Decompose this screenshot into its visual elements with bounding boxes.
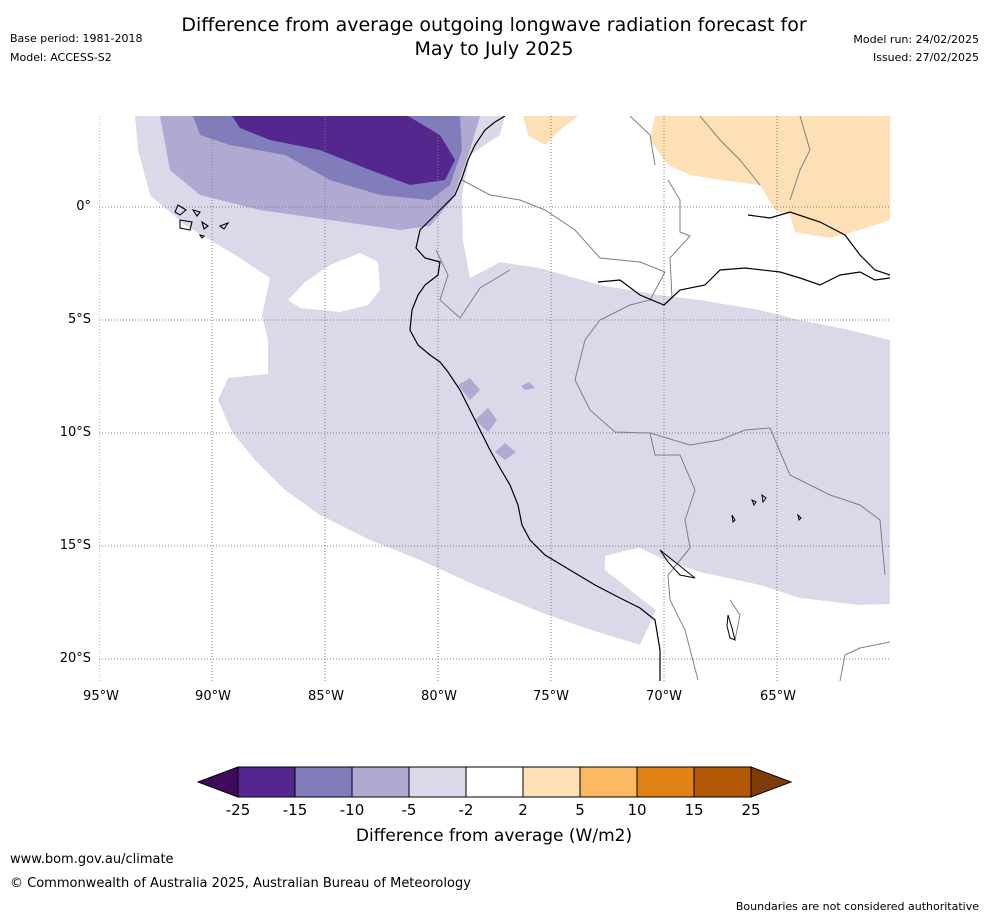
positive-patch-2 [650, 116, 890, 238]
colorbar-segment-6 [522, 766, 581, 798]
lon-label-70w: 70°W [646, 689, 682, 704]
lon-label-85w: 85°W [308, 689, 344, 704]
lon-label-75w: 75°W [533, 689, 569, 704]
country-borders [435, 116, 890, 681]
issued-date: Issued: 27/02/2025 [872, 51, 979, 64]
lon-label-65w: 65°W [760, 689, 796, 704]
colorbar-segment-7 [579, 766, 638, 798]
speck-4 [521, 382, 535, 390]
inland-features [659, 493, 802, 641]
colorbar-segment-9 [693, 766, 752, 798]
map-fields [99, 116, 890, 681]
anomaly-region-darkest [232, 116, 455, 185]
lat-label-0: 0° [76, 199, 91, 214]
disclaimer: Boundaries are not considered authoritat… [735, 900, 979, 913]
positive-patch-1 [523, 116, 578, 145]
coastline-north-2 [747, 211, 890, 276]
cb-tick-4: -5 [401, 801, 417, 819]
cb-tick-2: -15 [282, 801, 308, 819]
cb-tick-6: 2 [518, 801, 528, 819]
colorbar-extend-low [196, 766, 239, 798]
colorbar-segment-2 [294, 766, 353, 798]
anomaly-region-light [135, 116, 890, 645]
coastline-north [597, 267, 890, 306]
neutral-patch [288, 253, 380, 312]
cb-tick-7: 5 [575, 801, 585, 819]
galapagos-islands [174, 204, 230, 239]
model-run: Model run: 24/02/2025 [853, 33, 979, 46]
colorbar-segment-4 [408, 766, 467, 798]
colorbar [196, 766, 793, 798]
lat-label-5s: 5°S [67, 312, 91, 327]
lon-label-90w: 90°W [195, 689, 231, 704]
cb-tick-9: 15 [684, 801, 704, 819]
coastline-west [409, 116, 661, 681]
cb-tick-1: -25 [225, 801, 251, 819]
colorbar-title: Difference from average (W/m2) [355, 826, 633, 846]
title-line-2: May to July 2025 [414, 38, 574, 60]
base-period: Base period: 1981-2018 [10, 32, 143, 45]
speck-2 [475, 408, 497, 432]
speck-3 [495, 443, 516, 460]
cb-tick-3: -10 [339, 801, 365, 819]
cb-tick-5: -2 [458, 801, 474, 819]
lon-label-80w: 80°W [421, 689, 457, 704]
colorbar-extend-high [750, 766, 793, 798]
title-line-1: Difference from average outgoing longwav… [181, 14, 807, 36]
lon-label-95w: 95°W [83, 689, 119, 704]
lat-label-10s: 10°S [59, 425, 91, 440]
cb-tick-8: 10 [627, 801, 647, 819]
map-title: Difference from average outgoing longwav… [0, 13, 988, 61]
colorbar-segment-1 [237, 766, 296, 798]
lat-label-15s: 15°S [59, 538, 91, 553]
lat-label-20s: 20°S [59, 651, 91, 666]
colorbar-segment-5 [465, 766, 524, 798]
gridlines [99, 116, 890, 681]
copyright: © Commonwealth of Australia 2025, Austra… [10, 876, 471, 891]
cb-tick-10: 25 [741, 801, 761, 819]
model-name: Model: ACCESS-S2 [10, 51, 112, 64]
colorbar-segment-3 [351, 766, 410, 798]
website-link[interactable]: www.bom.gov.au/climate [10, 852, 174, 867]
speck-1 [458, 378, 480, 400]
colorbar-segment-8 [636, 766, 695, 798]
